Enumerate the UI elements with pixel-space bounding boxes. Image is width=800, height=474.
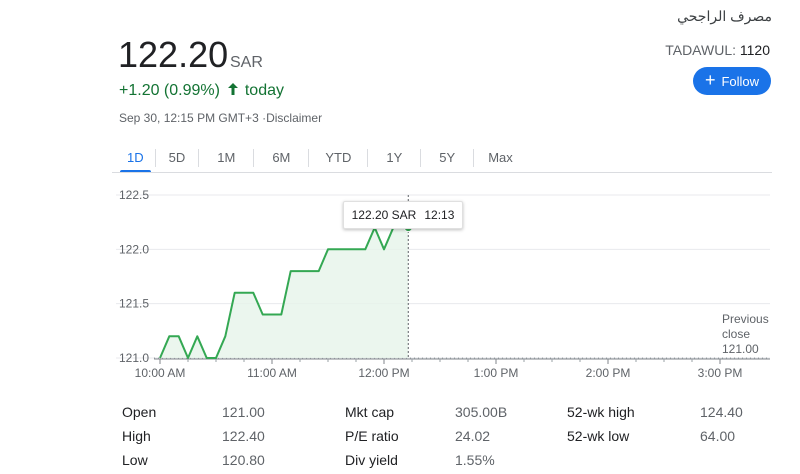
price-area <box>160 227 409 358</box>
tab-divider <box>308 149 310 167</box>
disclaimer-link[interactable]: Disclaimer <box>266 111 323 125</box>
x-tick-label: 1:00 PM <box>474 366 519 380</box>
chart-tooltip: 122.20 SAR 12:13 <box>343 201 463 229</box>
currency-label: SAR <box>230 54 263 71</box>
stock-price: 122.20 <box>118 34 229 75</box>
arrow-up-icon <box>228 82 239 100</box>
range-tabs: 1D 5D 1M 6M YTD 1Y 5Y Max <box>116 146 527 173</box>
follow-button[interactable]: + Follow <box>693 67 771 95</box>
stat-label: Open <box>122 404 157 420</box>
tab-6m[interactable]: 6M <box>272 150 291 165</box>
tab-1d[interactable]: 1D <box>116 147 155 173</box>
previous-close-text: Previous <box>722 312 769 326</box>
stats-row: Low 120.80 Div yield 1.55% <box>122 448 743 472</box>
previous-close-text: close <box>722 327 751 341</box>
tab-1y[interactable]: 1Y <box>386 150 403 165</box>
stat-value: 121.00 <box>222 404 265 420</box>
x-tick-label: 12:00 PM <box>358 366 409 380</box>
tooltip-price: 122.20 SAR <box>351 208 417 222</box>
tab-5d[interactable]: 5D <box>168 150 186 165</box>
x-axis-ticks: 10:00 AM 11:00 AM 12:00 PM 1:00 PM 2:00 PM 3:… <box>135 359 743 380</box>
timestamp: Sep 30, 12:15 PM GMT+3 ·Disclaimer <box>119 111 322 125</box>
plus-icon: + <box>704 70 716 90</box>
stat-value: 24.02 <box>455 428 491 444</box>
as-of-label: Sep 30, 12:15 PM GMT+3 · <box>119 111 267 125</box>
previous-close-label: Previous close 121.00 <box>722 312 769 357</box>
exchange-label: TADAWUL: <box>665 42 736 58</box>
stat-value: 120.80 <box>222 452 265 468</box>
stat-value: 1.55% <box>455 452 495 468</box>
y-axis-ticks: 122.5 122.0 121.5 121.0 <box>119 188 149 365</box>
stats-table: Open 121.00 Mkt cap 305.00B 52-wk high 1… <box>122 400 743 472</box>
stat-label: 52-wk high <box>567 404 635 420</box>
change-value: +1.20 (0.99%) <box>119 82 220 99</box>
stat-value <box>700 448 743 472</box>
y-tick-label: 122.0 <box>119 242 149 256</box>
price-line <box>159 226 409 359</box>
tab-1m[interactable]: 1M <box>217 150 236 165</box>
stat-value: 64.00 <box>700 428 736 444</box>
price-chart[interactable]: 122.5 122.0 121.5 121.0 10:00 AM 11:00 AM 12:… <box>0 180 800 385</box>
tab-divider <box>420 149 422 167</box>
tab-5y[interactable]: 5Y <box>439 150 456 165</box>
change-suffix: today <box>244 82 284 99</box>
tab-divider <box>253 149 255 167</box>
stat-label: 52-wk low <box>567 428 630 444</box>
x-tick-label: 3:00 PM <box>698 366 743 380</box>
tab-ytd[interactable]: YTD <box>325 150 352 165</box>
company-name: مصرف الراجحي <box>677 8 772 24</box>
x-tick-label: 10:00 AM <box>135 366 186 380</box>
stat-label: Mkt cap <box>345 404 395 420</box>
tab-max[interactable]: Max <box>488 150 513 165</box>
stat-label: Div yield <box>345 452 398 468</box>
stats-row: Open 121.00 Mkt cap 305.00B 52-wk high 1… <box>122 400 743 424</box>
stat-label: High <box>122 428 151 444</box>
tooltip-time: 12:13 <box>424 208 455 222</box>
follow-label: Follow <box>721 73 760 89</box>
stat-label <box>567 448 700 472</box>
y-tick-label: 121.0 <box>119 351 149 365</box>
tabs-divider <box>112 172 772 173</box>
tab-divider <box>198 149 200 167</box>
stat-value: 122.40 <box>222 428 265 444</box>
tab-divider <box>367 149 369 167</box>
x-tick-label: 2:00 PM <box>586 366 631 380</box>
ticker-symbol: TADAWUL: 1120 <box>665 42 770 58</box>
stat-label: P/E ratio <box>345 428 399 444</box>
y-tick-label: 121.5 <box>119 297 149 311</box>
price-change: +1.20 (0.99%) today <box>119 82 284 100</box>
tab-divider <box>473 149 475 167</box>
symbol-label: 1120 <box>739 42 770 58</box>
tab-divider <box>154 149 156 167</box>
previous-close-value: 121.00 <box>722 342 759 356</box>
x-tick-label: 11:00 AM <box>247 366 297 380</box>
stat-label: Low <box>122 452 148 468</box>
stat-value: 124.40 <box>700 404 743 420</box>
stat-value: 305.00B <box>455 404 508 420</box>
stats-row: High 122.40 P/E ratio 24.02 52-wk low 64… <box>122 424 743 448</box>
y-tick-label: 122.5 <box>119 188 149 202</box>
